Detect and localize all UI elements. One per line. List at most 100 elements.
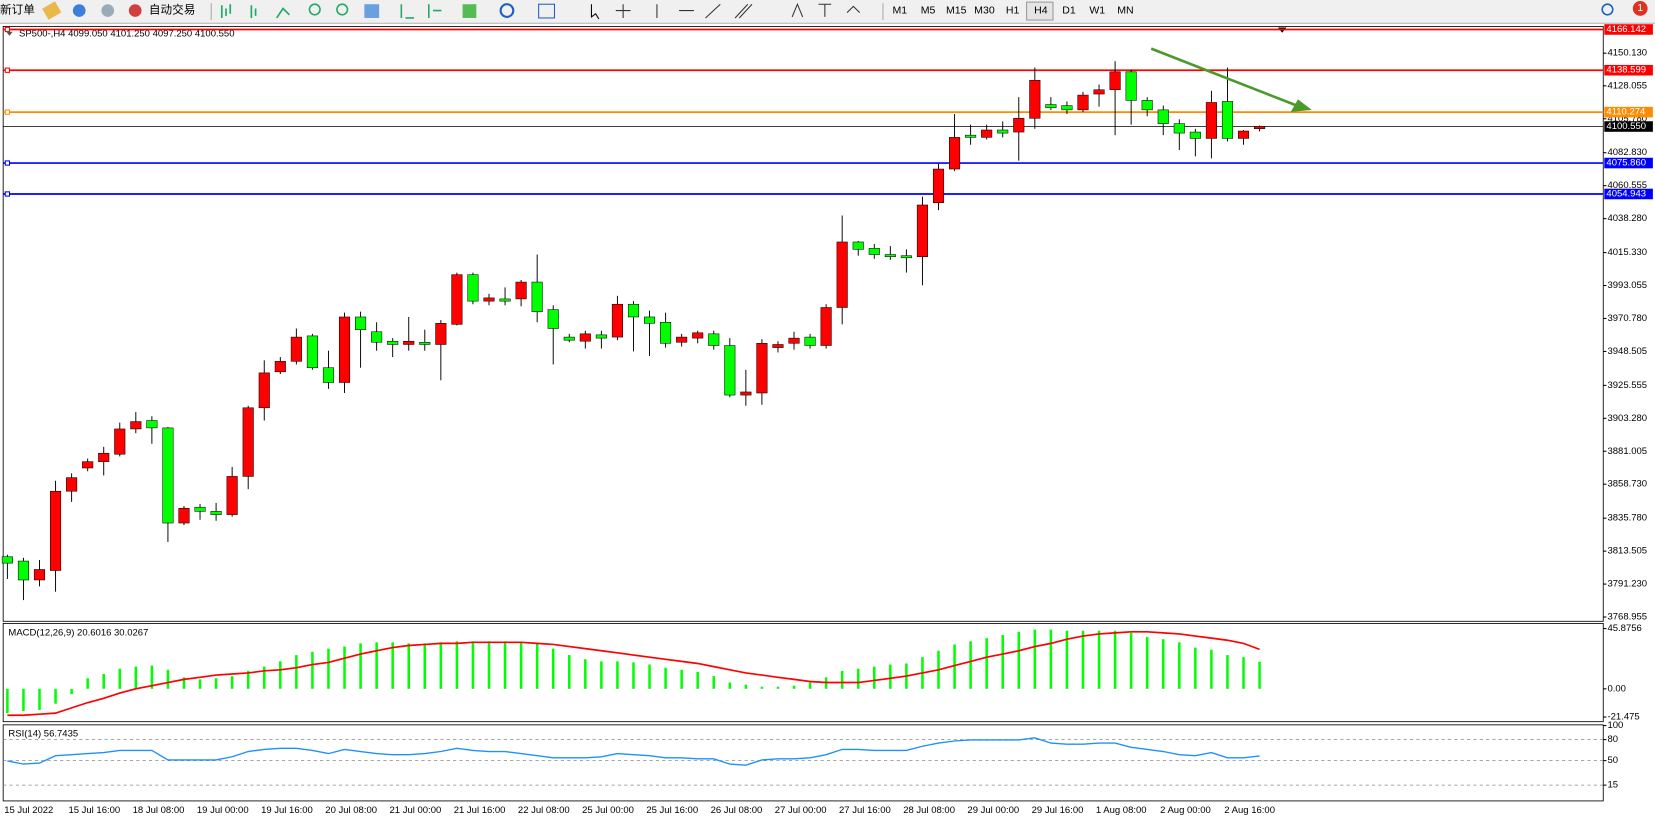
macd-bar	[584, 659, 587, 689]
y-tick-label: 3813.505	[1607, 546, 1647, 557]
macd-bar	[664, 667, 667, 689]
macd-bar	[856, 668, 860, 689]
y-tick-label: 50	[1607, 755, 1618, 766]
candle-body	[932, 168, 945, 204]
x-tick-label: 25 Jul 16:00	[646, 805, 698, 816]
macd-bar	[535, 643, 539, 689]
macd-bar	[102, 673, 105, 689]
macd-bar	[262, 666, 266, 689]
cursor-tool[interactable]	[590, 4, 600, 20]
candle-body	[1189, 131, 1201, 139]
tile-icon[interactable]	[364, 4, 380, 18]
timeframe-button[interactable]: M15	[946, 4, 967, 16]
macd-bar	[327, 648, 330, 689]
timeframe-button[interactable]: W1	[1089, 4, 1105, 16]
candle-body	[17, 560, 29, 581]
x-tick-label: 28 Jul 08:00	[903, 805, 955, 816]
macd-bar	[1001, 634, 1004, 689]
price-label: 4138.599	[1606, 65, 1646, 76]
y-tick-label: 3881.005	[1607, 446, 1647, 457]
scroll-icons[interactable]	[400, 4, 442, 19]
price-label: 4075.860	[1606, 158, 1646, 169]
x-tick-label: 15 Jul 2022	[4, 805, 53, 816]
candle-body	[916, 204, 928, 258]
auto-trading-icon[interactable]	[128, 4, 142, 17]
panel-title: RSI(14) 56.7435	[8, 729, 78, 740]
candle-body	[114, 428, 126, 455]
y-tick-label: 4060.555	[1607, 180, 1647, 191]
zoom-in[interactable]	[308, 3, 321, 16]
macd-bar	[118, 668, 122, 689]
candle-body	[884, 254, 896, 258]
macd-bar	[600, 661, 603, 689]
x-tick-label: 29 Jul 16:00	[1032, 805, 1084, 816]
candle-body	[627, 303, 640, 318]
macd-bar	[648, 664, 651, 689]
y-tick-label: 3925.555	[1607, 380, 1647, 391]
notification-badge[interactable]	[1632, 1, 1648, 16]
periods-icon[interactable]	[499, 3, 515, 18]
macd-bar	[1065, 630, 1069, 689]
y-tick-label: 3791.230	[1607, 579, 1647, 590]
candle-body	[547, 309, 559, 329]
candle-body	[949, 137, 961, 170]
macd-bar	[1033, 629, 1037, 689]
candle-body	[724, 345, 736, 396]
candle-body	[82, 461, 94, 469]
price-label-bg	[1604, 64, 1653, 76]
macd-bar	[246, 670, 250, 689]
timeframe-button[interactable]: D1	[1062, 4, 1076, 16]
price-label-bg	[1604, 106, 1653, 118]
drawing-tools[interactable]	[615, 3, 753, 19]
x-tick-label: 20 Jul 08:00	[325, 805, 377, 816]
icon[interactable]	[101, 4, 115, 17]
timeframe-button[interactable]: M30	[974, 4, 995, 16]
y-tick-label: 4150.130	[1607, 48, 1647, 59]
auto-trading-button[interactable]: 自动交易	[149, 3, 195, 17]
macd-bar	[1113, 630, 1117, 689]
y-tick-label: 3993.055	[1607, 280, 1647, 291]
search[interactable]	[1601, 3, 1614, 16]
macd-bar	[519, 642, 523, 689]
price-label: 4166.142	[1606, 24, 1646, 35]
y-tick-label: 4015.330	[1607, 247, 1647, 258]
macd-bar	[150, 665, 154, 689]
y-tick-label: 80	[1607, 734, 1618, 745]
zoom-out[interactable]	[336, 3, 349, 16]
level-handle	[4, 160, 11, 166]
drawing-tools[interactable]	[791, 2, 861, 18]
candle-body	[1045, 104, 1057, 109]
macd-bar	[1129, 632, 1133, 689]
candle-body	[1237, 130, 1250, 139]
macd-bar	[696, 671, 699, 689]
x-tick-label: 19 Jul 00:00	[197, 805, 249, 816]
timeframe-button[interactable]: M5	[921, 4, 936, 16]
macd-bar	[359, 643, 362, 689]
candle-body	[1173, 123, 1185, 134]
macd-bar	[873, 666, 876, 689]
macd-bar	[1178, 642, 1181, 689]
y-tick-label: 4105.780	[1607, 113, 1647, 124]
indicators-icon[interactable]	[462, 4, 477, 18]
macd-bar	[1210, 649, 1213, 689]
macd-bar	[295, 655, 298, 689]
candle-body	[660, 322, 672, 344]
candle-body	[242, 407, 254, 477]
macd-bar	[166, 669, 170, 689]
timeframe-button[interactable]: H1	[1006, 4, 1020, 16]
candle-body	[258, 372, 270, 409]
chart-type-icons[interactable]	[220, 4, 290, 19]
timeframe-button[interactable]: MN	[1117, 4, 1133, 16]
new-order-button[interactable]: 新订单	[0, 3, 35, 17]
macd-bar	[343, 646, 346, 689]
candle-body	[595, 334, 607, 339]
timeframe-button[interactable]: M1	[893, 4, 908, 16]
candle-body	[1205, 102, 1217, 139]
macd-bar	[375, 642, 378, 689]
templates-icon[interactable]	[538, 3, 556, 19]
icon[interactable]	[72, 4, 86, 17]
timeframe-button[interactable]: H4	[1034, 4, 1048, 16]
icon[interactable]	[42, 1, 62, 20]
macd-bar	[760, 686, 764, 689]
